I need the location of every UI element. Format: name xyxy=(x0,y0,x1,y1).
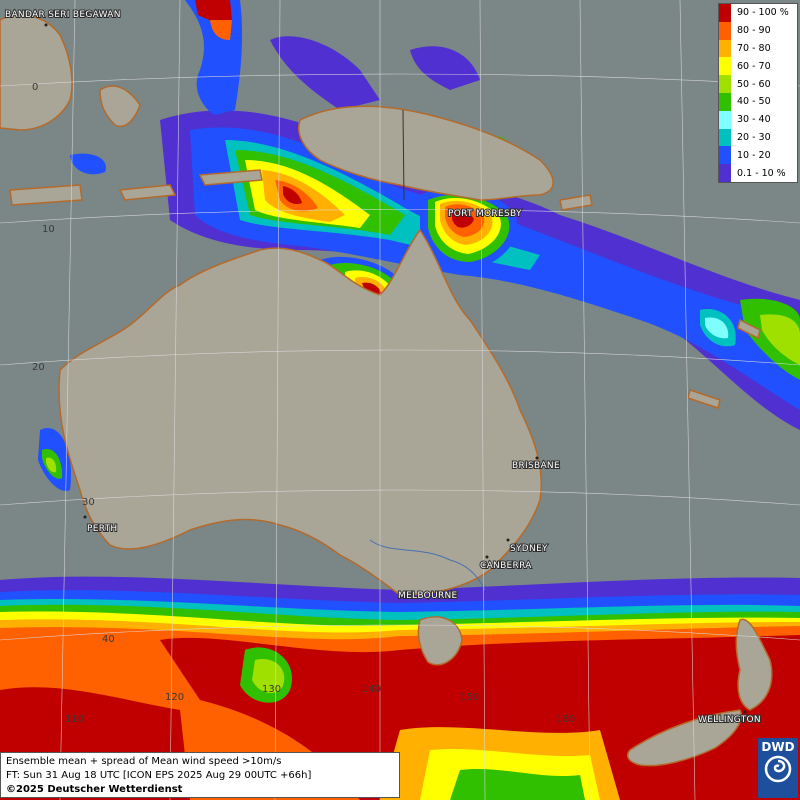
legend-row: 80 - 90 xyxy=(719,21,797,40)
legend-row: 40 - 50 xyxy=(719,92,797,111)
legend-swatch xyxy=(719,110,731,129)
legend-label: 0.1 - 10 % xyxy=(737,167,786,179)
city-label-perth: PERTH xyxy=(87,524,117,534)
city-label-brisbane: BRISBANE xyxy=(512,461,560,471)
dwd-logo: DWD xyxy=(758,738,798,798)
city-label-wellington: WELLINGTON xyxy=(698,715,761,725)
borneo xyxy=(0,14,73,131)
murray-river xyxy=(369,539,486,591)
legend-label: 80 - 90 xyxy=(737,25,771,37)
legend-row: 70 - 80 xyxy=(719,39,797,58)
lat-label-40: 40 xyxy=(102,634,115,645)
legend-swatch xyxy=(719,57,731,76)
lat-label-20: 20 xyxy=(32,362,45,373)
tasmania xyxy=(417,616,463,666)
info-title: Ensemble mean + spread of Mean wind spee… xyxy=(6,756,282,767)
legend-label: 30 - 40 xyxy=(737,114,771,126)
legend-swatch xyxy=(719,92,731,111)
lon-label-130: 130 xyxy=(262,684,281,695)
city-dot-perth xyxy=(83,515,87,519)
dwd-swirl-icon xyxy=(764,755,792,783)
legend-label: 50 - 60 xyxy=(737,78,771,90)
lon-label-160: 160 xyxy=(556,714,575,725)
legend-swatch xyxy=(719,21,731,40)
legend-row: 50 - 60 xyxy=(719,75,797,93)
city-label-melbourne: MELBOURNE xyxy=(398,591,458,601)
city-dot-sydney xyxy=(506,538,510,542)
legend-row: 30 - 40 xyxy=(719,110,797,129)
info-forecast-time: FT: Sun 31 Aug 18 UTC [ICON EPS 2025 Aug… xyxy=(6,770,312,781)
lat-label-10: 10 xyxy=(42,224,55,235)
lon-label-140: 140 xyxy=(362,684,381,695)
land-masses xyxy=(0,14,773,767)
new-zealand-south xyxy=(627,709,742,767)
australia xyxy=(58,228,543,596)
legend-label: 60 - 70 xyxy=(737,60,771,72)
legend-swatch xyxy=(719,128,731,147)
new-zealand-north xyxy=(735,618,773,711)
info-box: Ensemble mean + spread of Mean wind spee… xyxy=(0,752,400,798)
legend-swatch xyxy=(719,4,731,22)
legend-swatch xyxy=(719,75,731,93)
border-line xyxy=(402,109,405,201)
city-dot-port-moresby xyxy=(461,208,465,212)
city-dot-melbourne xyxy=(426,596,430,600)
new-guinea xyxy=(298,105,554,201)
legend-swatch xyxy=(719,39,731,58)
legend-swatch xyxy=(719,164,731,182)
legend-label: 20 - 30 xyxy=(737,131,771,143)
legend-row: 90 - 100 % xyxy=(719,4,797,22)
city-dot-brisbane xyxy=(535,456,539,460)
legend-label: 10 - 20 xyxy=(737,149,771,161)
city-dot-canberra xyxy=(485,555,489,559)
city-label-bandar: BANDAR SERI BEGAWAN xyxy=(5,10,121,20)
legend-row: 10 - 20 xyxy=(719,146,797,165)
legend-row: 20 - 30 xyxy=(719,128,797,147)
city-label-port-moresby: PORT MORESBY xyxy=(448,209,522,219)
legend-row: 60 - 70 xyxy=(719,57,797,76)
lon-label-150: 150 xyxy=(460,692,479,703)
legend: 90 - 100 % 80 - 90 70 - 80 60 - 70 50 - 60 40… xyxy=(718,3,798,183)
city-label-canberra: CANBERRA xyxy=(480,561,532,571)
legend-label: 90 - 100 % xyxy=(737,7,789,19)
city-label-sydney: SYDNEY xyxy=(510,544,548,554)
legend-label: 70 - 80 xyxy=(737,42,771,54)
city-dot-wellington xyxy=(743,710,747,714)
city-dot-bandar xyxy=(44,23,48,27)
lat-label-30: 30 xyxy=(82,497,95,508)
legend-swatch xyxy=(719,146,731,165)
logo-text: DWD xyxy=(761,740,795,754)
legend-row: 0.1 - 10 % xyxy=(719,164,797,182)
legend-label: 40 - 50 xyxy=(737,96,771,108)
lon-label-120: 120 xyxy=(165,692,184,703)
lon-label-110: 110 xyxy=(65,714,84,725)
info-copyright: ©2025 Deutscher Wetterdienst xyxy=(6,784,183,795)
lat-label-0: 0 xyxy=(32,82,38,93)
